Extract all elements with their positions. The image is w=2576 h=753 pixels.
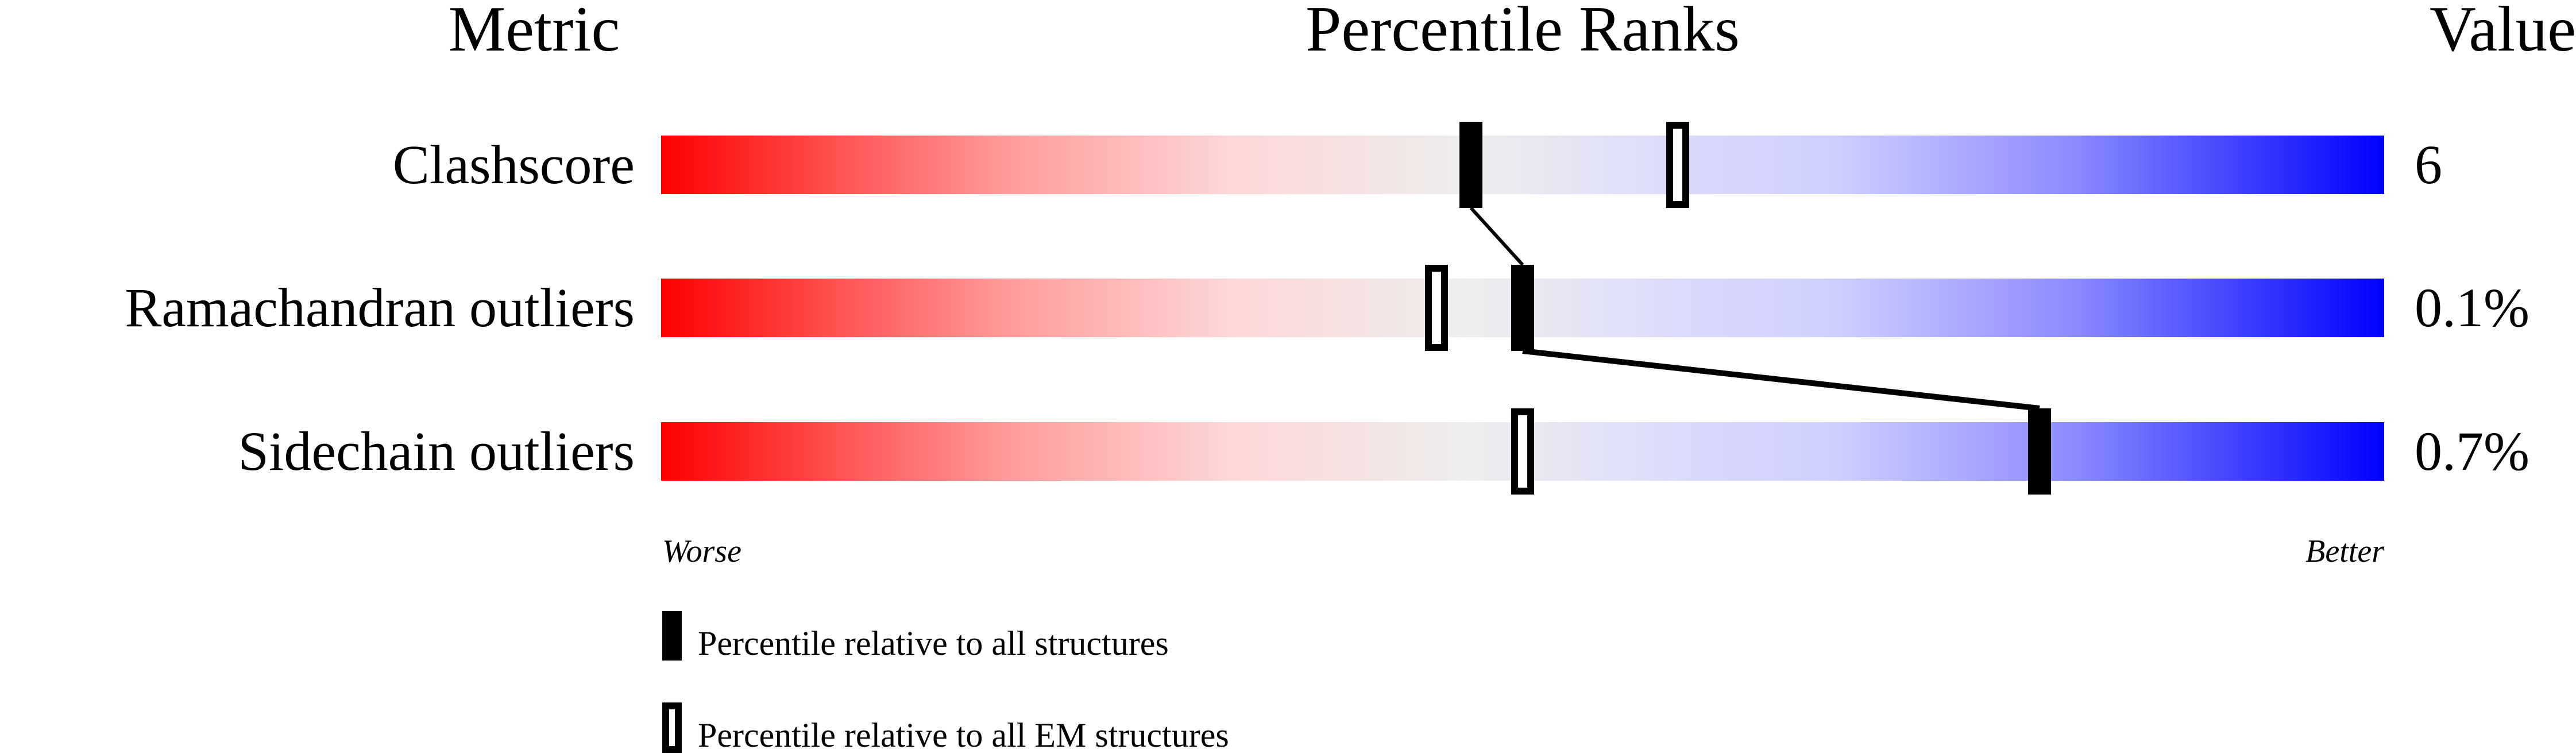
marker-em-percentile <box>1666 122 1689 208</box>
connector-line <box>1522 348 2040 411</box>
axis-label-better: Better <box>2305 534 2384 569</box>
metric-value: 0.1% <box>2415 277 2529 338</box>
percentile-bar <box>661 136 2384 194</box>
metric-value: 0.7% <box>2415 420 2529 482</box>
metric-value: 6 <box>2415 134 2442 195</box>
metric-label: Sidechain outliers <box>238 420 635 482</box>
header-value: Value <box>2430 0 2576 65</box>
metric-label: Clashscore <box>393 134 635 195</box>
marker-em-percentile <box>1425 265 1448 351</box>
legend-label-em: Percentile relative to all EM structures <box>698 716 1229 753</box>
header-metric: Metric <box>449 0 620 65</box>
header-percentile-ranks: Percentile Ranks <box>1306 0 1740 65</box>
marker-em-percentile <box>1511 408 1534 495</box>
legend-marker-filled <box>662 611 682 661</box>
legend-marker-open <box>662 702 682 753</box>
axis-label-worse: Worse <box>662 534 741 569</box>
metric-label: Ramachandran outliers <box>125 277 635 338</box>
marker-all-percentile <box>2028 408 2051 495</box>
marker-all-percentile <box>1511 265 1534 351</box>
legend-label-all: Percentile relative to all structures <box>698 624 1169 662</box>
marker-all-percentile <box>1459 122 1482 208</box>
connector-line <box>1469 206 1524 267</box>
